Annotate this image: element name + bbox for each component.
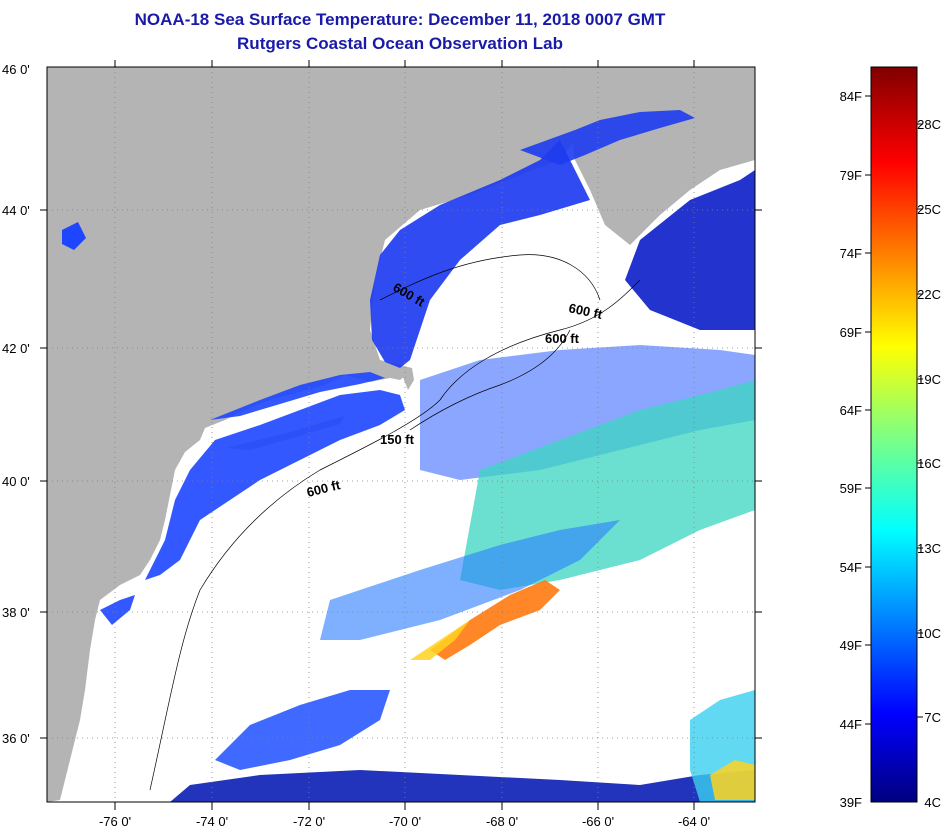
cb-c-16: 16C [917,456,941,471]
lake-cold [62,222,86,250]
map-subtitle: Rutgers Coastal Ocean Observation Lab [237,34,563,53]
chesapeake-cold [100,595,135,625]
lat-label-40: 40 0' [2,474,30,489]
bay-of-fundy-cold [520,110,695,165]
long-island-sound-cold [210,372,385,420]
cb-f-69: 69F [840,325,862,340]
southeast-yellow-patch [710,760,755,800]
colorbar-ticks [865,95,923,725]
lon-label-72: -72 0' [293,814,325,829]
cb-f-64: 64F [840,403,862,418]
map-title: NOAA-18 Sea Surface Temperature: Decembe… [134,10,666,29]
gulf-stream-orange [430,580,560,660]
gulf-of-maine-cold [370,140,590,368]
graticule [47,67,755,802]
bathymetry-contours [149,254,641,791]
cb-c-4: 4C [924,795,941,810]
depth-label-2: 600 ft [567,300,604,322]
cb-c-22: 22C [917,287,941,302]
cape-cod [400,365,414,390]
cb-f-74: 74F [840,246,862,261]
cb-c-10: 10C [917,626,941,641]
lat-label-42: 42 0' [2,341,30,356]
cb-f-84: 84F [840,89,862,104]
map-frame [46,66,756,803]
mid-atlantic-bight-cold [145,390,405,580]
lat-label-46: 46 0' [2,62,30,77]
cb-f-39: 39F [840,795,862,810]
depth-label-3: 600 ft [545,331,580,346]
south-blue-patch [215,690,390,770]
shelf-edge-blue-band [320,520,620,640]
axis-ticks [40,60,762,810]
us-mainland [47,67,575,802]
lon-label-76: -76 0' [99,814,131,829]
lon-label-74: -74 0' [196,814,228,829]
cb-f-59: 59F [840,481,862,496]
depth-label-4: 150 ft [380,432,415,447]
georges-bank-blue [420,345,755,480]
cb-f-54: 54F [840,560,862,575]
lat-label-38: 38 0' [2,605,30,620]
cb-c-25: 25C [917,202,941,217]
cb-c-28: 28C [917,117,941,132]
cb-f-49: 49F [840,638,862,653]
colorbar [870,66,918,803]
cb-c-19: 19C [917,372,941,387]
lon-label-64: -64 0' [678,814,710,829]
cb-c-7: 7C [924,710,941,725]
map-area: 600 ft 600 ft 600 ft 150 ft 600 ft [47,67,755,802]
lon-label-66: -66 0' [582,814,614,829]
nova-scotia [560,67,755,245]
gulf-stream-yellow [410,620,470,660]
cb-f-79: 79F [840,168,862,183]
south-dark-patch [170,770,755,802]
lon-label-70: -70 0' [389,814,421,829]
lat-label-44: 44 0' [2,203,30,218]
lat-label-36: 36 0' [2,731,30,746]
cb-c-13: 13C [917,541,941,556]
cb-f-44: 44F [840,717,862,732]
lon-label-68: -68 0' [486,814,518,829]
